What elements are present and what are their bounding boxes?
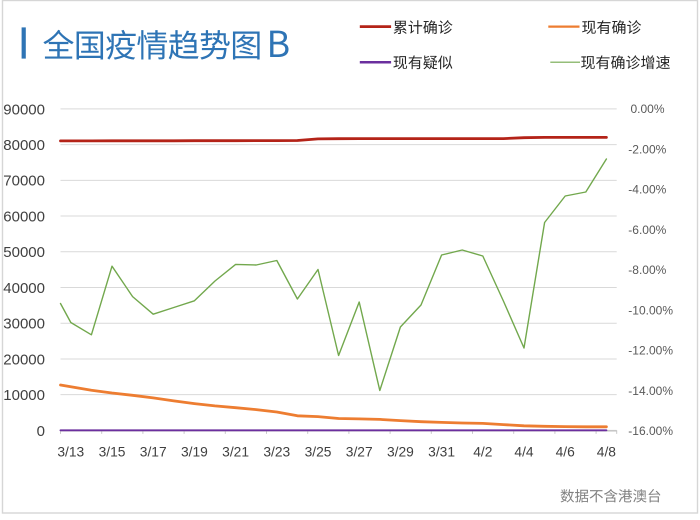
svg-text:90000: 90000 (3, 101, 45, 118)
svg-text:3/21: 3/21 (222, 445, 249, 460)
svg-text:4/2: 4/2 (473, 445, 492, 460)
svg-text:4/6: 4/6 (556, 445, 576, 460)
svg-text:30000: 30000 (3, 316, 45, 333)
svg-text:3/15: 3/15 (99, 445, 126, 460)
svg-text:3/31: 3/31 (428, 445, 455, 460)
svg-text:80000: 80000 (3, 137, 45, 154)
svg-text:20000: 20000 (3, 351, 45, 368)
svg-text:10000: 10000 (3, 387, 45, 404)
svg-text:3/23: 3/23 (263, 445, 290, 460)
svg-text:-10.00%: -10.00% (628, 303, 673, 317)
svg-text:4/8: 4/8 (597, 445, 617, 460)
svg-text:0.00%: 0.00% (631, 102, 665, 116)
svg-text:50000: 50000 (3, 244, 45, 261)
svg-text:-14.00%: -14.00% (628, 384, 673, 398)
svg-text:-12.00%: -12.00% (628, 344, 673, 358)
svg-text:-6.00%: -6.00% (628, 223, 666, 237)
svg-text:-2.00%: -2.00% (628, 142, 666, 156)
svg-text:0: 0 (37, 423, 45, 440)
svg-text:4/4: 4/4 (514, 445, 534, 460)
svg-text:3/19: 3/19 (181, 445, 208, 460)
svg-text:3/25: 3/25 (305, 445, 332, 460)
svg-text:3/29: 3/29 (387, 445, 414, 460)
svg-text:70000: 70000 (3, 173, 45, 190)
svg-text:-8.00%: -8.00% (628, 263, 666, 277)
svg-text:-16.00%: -16.00% (628, 424, 673, 438)
svg-text:40000: 40000 (3, 280, 45, 297)
svg-text:-4.00%: -4.00% (628, 183, 666, 197)
svg-text:3/27: 3/27 (346, 445, 373, 460)
svg-text:3/13: 3/13 (57, 445, 84, 460)
svg-text:3/17: 3/17 (140, 445, 167, 460)
svg-text:60000: 60000 (3, 208, 45, 225)
